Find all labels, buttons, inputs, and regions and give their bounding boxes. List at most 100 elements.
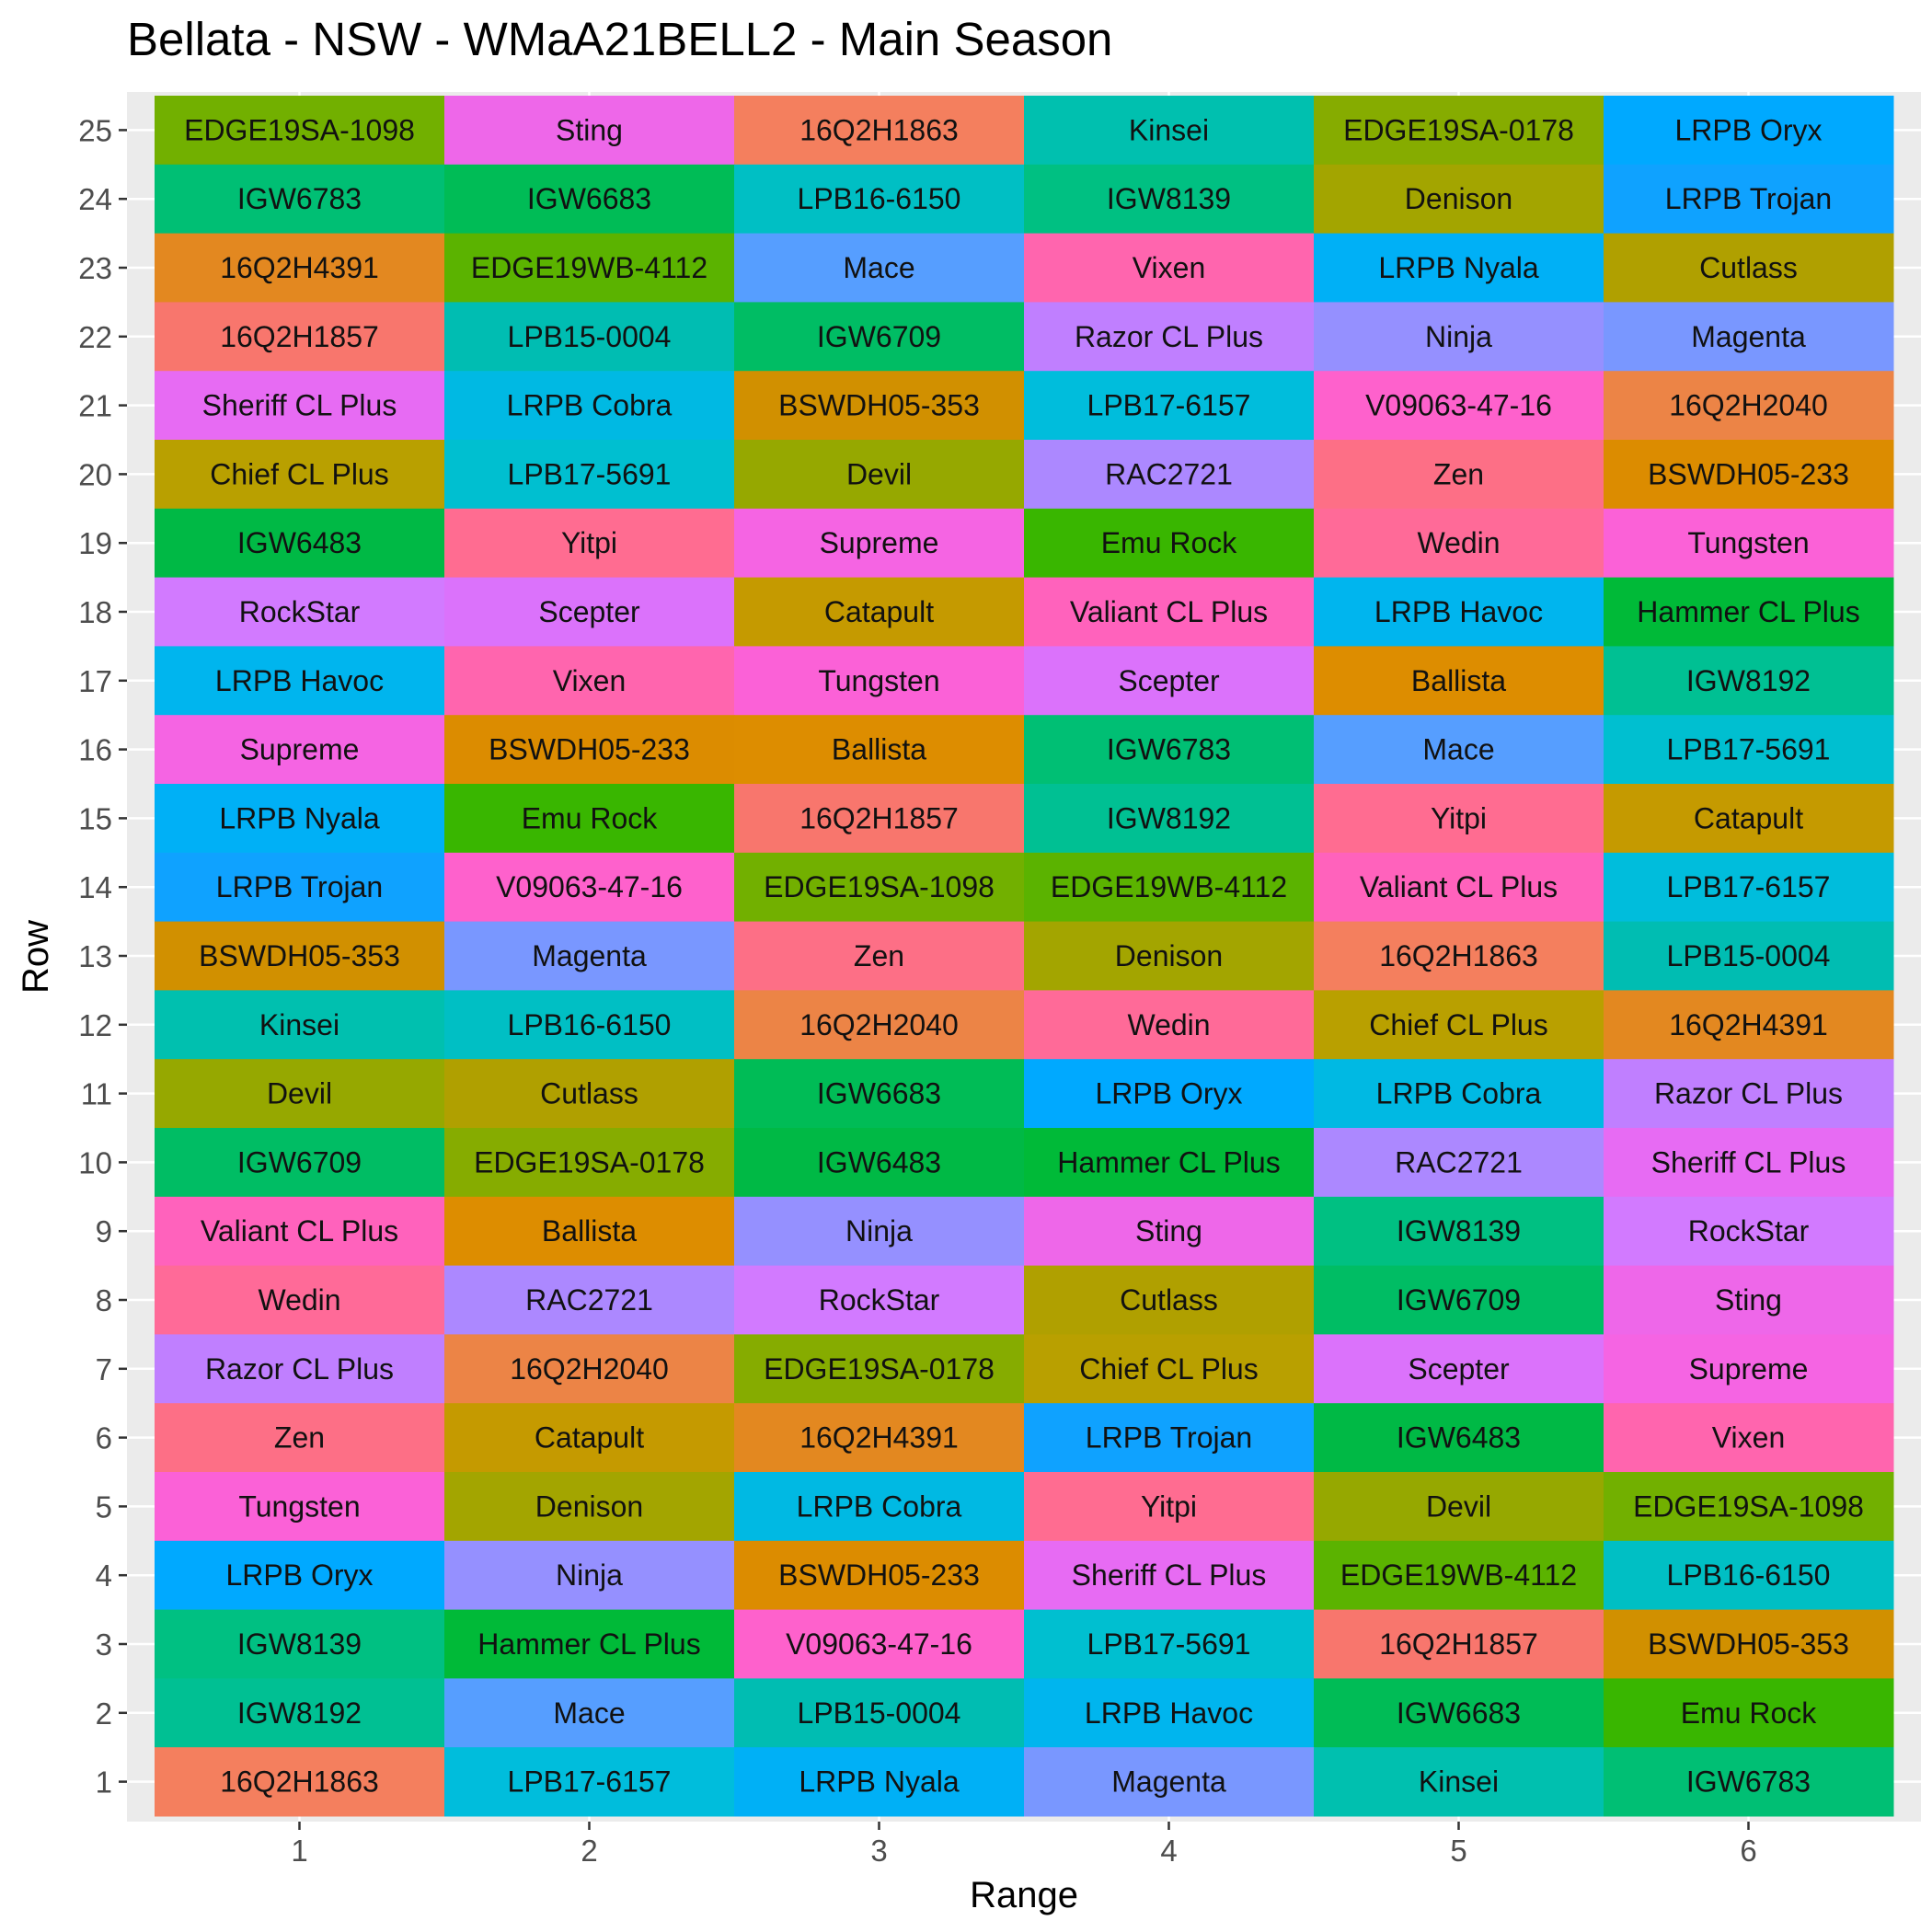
- tile: [1314, 921, 1604, 991]
- tile-label: IGW6683: [1397, 1696, 1521, 1730]
- tile: [734, 921, 1025, 991]
- tile: [155, 784, 445, 854]
- tile-label: IGW6783: [237, 182, 362, 215]
- tile-label: Yitpi: [561, 526, 617, 559]
- tile-label: IGW8139: [1397, 1214, 1521, 1248]
- tile-label: Razor CL Plus: [1654, 1077, 1843, 1110]
- tile-label: Wedin: [1417, 526, 1500, 559]
- tile: [1314, 1747, 1604, 1817]
- tile: [155, 852, 445, 923]
- tile: [1604, 852, 1894, 923]
- tile: [1024, 1747, 1315, 1817]
- tile: [155, 921, 445, 991]
- tile: [1024, 1540, 1315, 1611]
- x-tick-label: 5: [1450, 1834, 1466, 1868]
- tile: [1604, 508, 1894, 579]
- y-axis-title: Row: [16, 920, 56, 994]
- tile: [1024, 1059, 1315, 1129]
- tile: [1024, 96, 1315, 166]
- tile: [155, 990, 445, 1060]
- tile-label: Scepter: [1408, 1352, 1510, 1386]
- tile-label: Tungsten: [1687, 526, 1809, 559]
- tile-label: LRPB Havoc: [1374, 595, 1543, 628]
- x-tick-label: 4: [1160, 1834, 1177, 1868]
- tile-label: Cutlass: [540, 1077, 638, 1110]
- tile: [155, 1265, 445, 1335]
- tile: [1314, 164, 1604, 235]
- tile-label: Devil: [1426, 1489, 1491, 1523]
- tile-label: Devil: [267, 1077, 332, 1110]
- tile: [444, 1196, 735, 1267]
- tile-label: Scepter: [1118, 664, 1220, 697]
- tile-label: IGW6709: [817, 320, 941, 353]
- y-tick-label: 11: [81, 1077, 112, 1111]
- tile-label: RockStar: [1688, 1214, 1810, 1248]
- tile: [1314, 508, 1604, 579]
- tile-label: Kinsei: [1129, 113, 1209, 146]
- tile-label: Yitpi: [1141, 1489, 1197, 1523]
- tile-label: Denison: [1115, 939, 1223, 972]
- tile-label: LRPB Oryx: [1095, 1077, 1242, 1110]
- tile-label: Yitpi: [1431, 801, 1487, 834]
- x-tick-label: 3: [870, 1834, 887, 1868]
- tile-label: IGW6483: [237, 526, 362, 559]
- tile-label: LRPB Oryx: [225, 1558, 373, 1592]
- tile-label: LRPB Nyala: [1378, 251, 1539, 284]
- tile-label: 16Q2H4391: [799, 1421, 959, 1455]
- tile: [155, 1334, 445, 1404]
- tile-label: V09063-47-16: [786, 1627, 972, 1661]
- tile: [444, 1059, 735, 1129]
- tile-label: IGW6709: [1397, 1283, 1521, 1317]
- tile-label: 16Q2H1863: [799, 113, 959, 146]
- tile-label: Emu Rock: [1101, 526, 1238, 559]
- tile: [734, 233, 1025, 303]
- tile: [1604, 1265, 1894, 1335]
- tile: [734, 508, 1025, 579]
- tile: [1604, 1678, 1894, 1748]
- tile-label: V09063-47-16: [1365, 389, 1552, 422]
- tile: [444, 1747, 735, 1817]
- y-tick-label: 17: [78, 664, 112, 698]
- tile: [1024, 164, 1315, 235]
- tile: [444, 302, 735, 372]
- tile: [1604, 302, 1894, 372]
- tile-label: Scepter: [538, 595, 640, 628]
- x-tick-label: 6: [1740, 1834, 1756, 1868]
- tile-label: 16Q2H2040: [1669, 389, 1828, 422]
- tile-label: RockStar: [239, 595, 361, 628]
- tile-label: EDGE19SA-1098: [1633, 1489, 1864, 1523]
- tile: [444, 1540, 735, 1611]
- tile-label: IGW8192: [1107, 801, 1231, 834]
- tile-label: Sheriff CL Plus: [1072, 1558, 1267, 1592]
- tile-label: IGW6683: [817, 1077, 941, 1110]
- tile: [444, 921, 735, 991]
- y-tick-label: 2: [96, 1696, 112, 1731]
- tile: [734, 371, 1025, 441]
- tile: [1604, 371, 1894, 441]
- tile-label: IGW6783: [1107, 733, 1231, 766]
- tile: [1024, 508, 1315, 579]
- tile-label: LRPB Trojan: [1086, 1421, 1252, 1455]
- tile: [734, 1128, 1025, 1198]
- tile-label: Mace: [553, 1696, 625, 1730]
- tile: [734, 784, 1025, 854]
- tile-label: Sheriff CL Plus: [1651, 1145, 1846, 1179]
- tile-label: EDGE19SA-1098: [764, 870, 995, 903]
- tile: [1604, 164, 1894, 235]
- tile: [1024, 302, 1315, 372]
- tile-label: 16Q2H1863: [1379, 939, 1538, 972]
- tile-label: IGW8139: [1107, 182, 1231, 215]
- tile: [1024, 1265, 1315, 1335]
- tile-label: Mace: [1422, 733, 1494, 766]
- y-tick-label: 13: [78, 939, 112, 973]
- tile-label: Cutlass: [1120, 1283, 1218, 1317]
- tile: [1314, 1678, 1604, 1748]
- tile: [734, 164, 1025, 235]
- tile: [734, 852, 1025, 923]
- tile-label: BSWDH05-353: [199, 939, 400, 972]
- tile-label: IGW6483: [817, 1145, 941, 1179]
- tile-label: Zen: [1433, 457, 1484, 490]
- y-tick-label: 20: [78, 457, 112, 491]
- tile-label: Tungsten: [818, 664, 939, 697]
